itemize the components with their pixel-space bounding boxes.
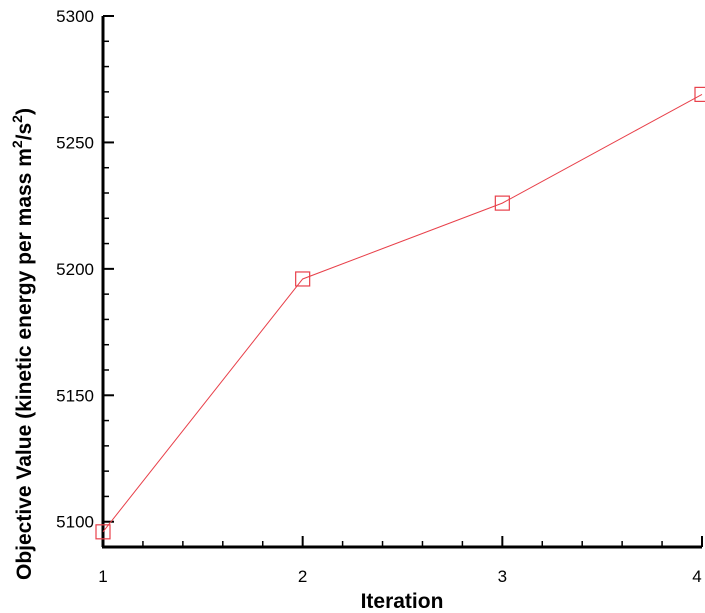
y-tick-label: 5150: [56, 386, 94, 405]
series-line: [102, 93, 703, 533]
x-tick-label: 3: [498, 567, 507, 586]
y-axis-title-end: ): [13, 108, 36, 115]
x-tick-label: 1: [98, 567, 107, 586]
y-axis-title-mid: /s: [13, 123, 36, 141]
data-point-marker: [694, 86, 705, 102]
y-tick-label: 5250: [56, 133, 94, 152]
y-axis-title: Objective Value (kinetic energy per mass…: [9, 108, 36, 580]
x-tick-label: 4: [692, 567, 701, 586]
data-point-marker: [494, 195, 510, 211]
y-ticks: 5100 5150 5200 5250 5300: [56, 7, 114, 532]
series-layer: [95, 86, 705, 540]
x-tick-label: 2: [298, 567, 307, 586]
y-tick-label: 5200: [56, 260, 94, 279]
y-axis-title-sup1: 2: [9, 140, 25, 148]
x-axis-title: Iteration: [361, 590, 444, 613]
y-axis-title-sup2: 2: [9, 115, 25, 123]
data-point-marker: [95, 524, 111, 540]
y-tick-label: 5100: [56, 513, 94, 532]
data-point-marker: [295, 271, 311, 287]
y-tick-label: 5300: [56, 7, 94, 26]
y-axis-title-main: Objective Value (kinetic energy per mass…: [13, 148, 36, 580]
x-ticks: 1 2 3 4: [98, 536, 703, 586]
axes: [101, 16, 702, 549]
